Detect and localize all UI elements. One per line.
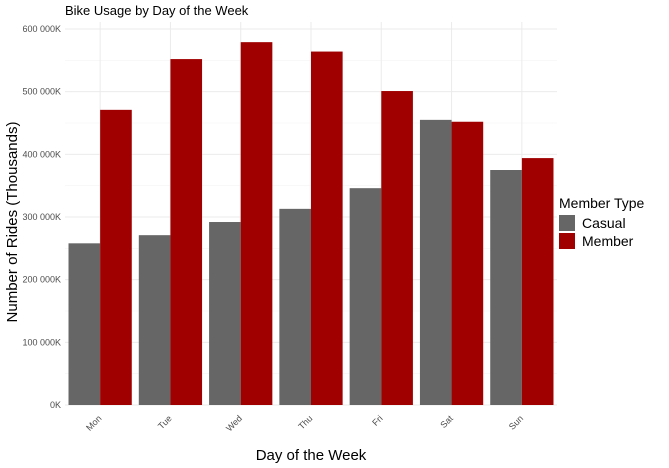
legend-title: Member Type (559, 195, 645, 211)
bar-member-sat (451, 121, 484, 405)
bars (68, 42, 554, 406)
y-tick-label: 400 000K (22, 149, 61, 159)
bar-casual-tue (138, 235, 171, 405)
bar-member-tue (170, 59, 203, 406)
bar-casual-thu (279, 208, 311, 405)
legend-key-member (559, 233, 575, 249)
y-tick-label: 600 000K (22, 24, 61, 34)
x-axis-ticks: Mon Tue Wed Thu Fri Sat Sun (84, 413, 525, 433)
legend-label-member: Member (582, 233, 634, 249)
bar-casual-fri (349, 188, 382, 405)
y-tick-label: 300 000K (22, 212, 61, 222)
bar-member-fri (381, 91, 413, 405)
y-tick-label: 200 000K (22, 275, 61, 285)
x-axis-title: Day of the Week (256, 447, 367, 464)
x-tick-label: Mon (84, 413, 103, 432)
bar-casual-mon (68, 243, 101, 405)
legend-label-casual: Casual (582, 215, 626, 231)
legend: Member Type Casual Member (559, 195, 645, 249)
y-tick-label: 500 000K (22, 87, 61, 97)
x-tick-label: Tue (156, 413, 174, 431)
y-axis-ticks: 0K 100 000K 200 000K 300 000K 400 000K 500 00… (22, 24, 61, 410)
legend-key-casual (559, 215, 575, 231)
x-tick-label: Sun (507, 413, 525, 431)
y-tick-label: 0K (50, 400, 61, 410)
bar-casual-wed (209, 222, 241, 405)
bar-member-sun (521, 158, 554, 405)
y-axis-title: Number of Rides (Thousands) (4, 122, 21, 323)
x-tick-label: Wed (224, 413, 244, 433)
x-tick-label: Fri (370, 413, 384, 427)
bar-casual-sat (419, 119, 452, 405)
x-tick-label: Sat (438, 413, 455, 430)
y-tick-label: 100 000K (22, 337, 61, 347)
x-tick-label: Thu (296, 413, 314, 431)
bar-member-mon (100, 109, 132, 405)
bar-casual-sun (490, 170, 522, 405)
bar-member-thu (311, 51, 343, 406)
bar-member-wed (240, 42, 273, 405)
chart-title: Bike Usage by Day of the Week (65, 3, 249, 18)
